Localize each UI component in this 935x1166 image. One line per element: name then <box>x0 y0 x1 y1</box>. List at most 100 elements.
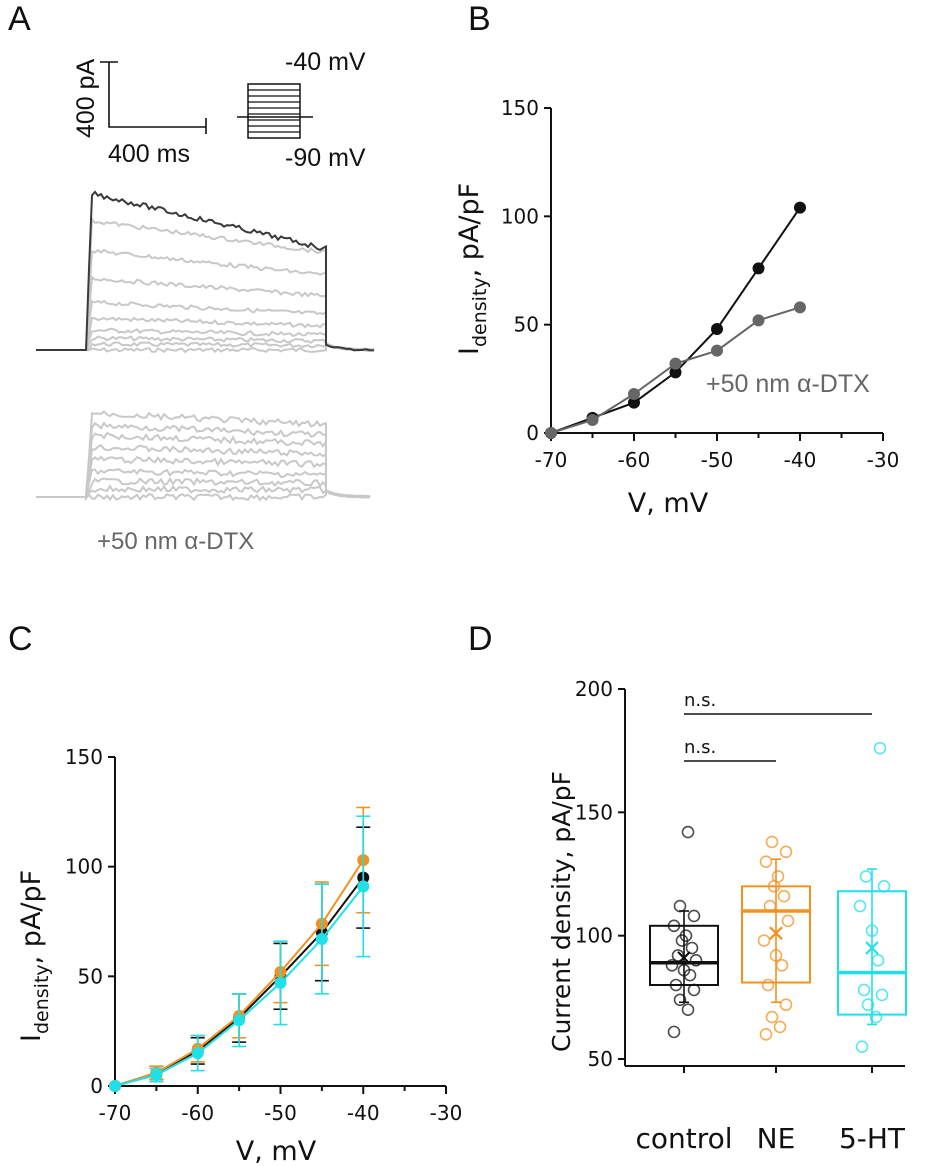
panel-b-ylabel-main: I <box>454 347 485 355</box>
control-current-traces <box>36 190 375 354</box>
data-point <box>689 954 703 967</box>
data-point <box>773 1020 787 1034</box>
panel-c-x-tick-label: -70 <box>99 1101 132 1125</box>
panel-c-x-tick-label: -40 <box>347 1101 380 1125</box>
panel-b-data-point <box>711 344 723 357</box>
panel-c-y-tick-label: 50 <box>78 964 103 988</box>
panel-b-x-tick-label: -40 <box>784 448 817 472</box>
data-point <box>861 998 875 1012</box>
control-trace <box>36 341 375 354</box>
panel-b-y-tick-label: 50 <box>514 313 539 337</box>
data-point <box>665 958 679 972</box>
panel-b-iv-curve: 0 50 100 150 -70 -60 -50 -40 -30 +50 nm α-DTX V,… <box>454 96 899 519</box>
panel-b-data-point <box>586 414 599 426</box>
panel-d-y-tick-label: 50 <box>588 1047 613 1071</box>
panel-b-data-point <box>628 388 640 400</box>
step-bottom-label: -90 mV <box>285 144 366 172</box>
control-trace <box>36 299 375 352</box>
data-point <box>781 914 795 928</box>
significance-label: n.s. <box>684 690 716 711</box>
data-point <box>687 909 701 923</box>
panel-c-x-tick-label: -50 <box>264 1101 297 1125</box>
panel-b-data-point <box>628 396 640 409</box>
panel-b-x-tick-label: -50 <box>701 448 734 472</box>
panel-b-data-point <box>794 301 806 314</box>
panel-c-y-tick-label: 150 <box>65 745 103 769</box>
control-trace <box>36 335 374 352</box>
dtx-trace <box>36 431 371 499</box>
panel-b-data-point <box>669 357 682 370</box>
control-trace <box>36 327 375 351</box>
dtx-trace <box>36 488 371 502</box>
panel-b-annotation: +50 nm α-DTX <box>706 370 870 398</box>
panel-c-series-line <box>114 859 365 1087</box>
dtx-trace <box>36 410 371 499</box>
panel-c-data-point <box>233 1014 246 1027</box>
significance-label: n.s. <box>684 737 716 758</box>
data-point <box>759 855 773 868</box>
panel-d-box-plot: 50 100 150 200 control NE 5-HT n.s. n.s. Current… <box>547 677 907 1155</box>
data-point <box>877 880 891 893</box>
panel-b-y-tick-label: 100 <box>501 204 539 228</box>
control-trace <box>36 341 375 352</box>
panel-b-y-tick-label: 150 <box>501 96 539 120</box>
panel-c-y-tick-label: 100 <box>65 855 103 879</box>
control-trace-largest <box>36 190 375 352</box>
control-trace <box>36 275 375 352</box>
data-point <box>875 988 889 1002</box>
data-point <box>853 899 867 913</box>
data-point <box>765 1010 779 1024</box>
panel-b-x-tick-label: -70 <box>535 448 568 472</box>
data-point <box>855 1040 869 1053</box>
dtx-label: +50 nm α-DTX <box>97 528 254 555</box>
panel-b-ylabel-sub: density <box>469 277 491 347</box>
scale-current-label: 400 pA <box>72 58 100 138</box>
panel-d-y-tick-label: 150 <box>575 800 613 824</box>
panel-b-data-point <box>794 201 806 214</box>
data-point <box>779 845 793 859</box>
panel-c-data-point <box>191 1047 204 1060</box>
panel-c-data-point <box>150 1069 163 1082</box>
protocol-box <box>247 83 301 139</box>
panel-b-axes: 0 50 100 150 -70 -60 -50 -40 -30 <box>501 96 900 472</box>
dtx-trace <box>36 443 371 499</box>
panel-c-data-point <box>315 933 328 946</box>
panel-label-b: B <box>468 0 491 38</box>
panel-d-category-label: 5-HT <box>839 1122 906 1155</box>
panel-c-y-tick-label: 0 <box>90 1074 103 1098</box>
scale-bar <box>100 61 207 134</box>
data-point <box>765 835 779 849</box>
panel-b-data-point <box>669 366 682 379</box>
panel-a-traces: 400 pA 400 ms -40 mV -90 mV +50 nm α-DTX <box>36 48 375 555</box>
panel-b-ylabel-unit: , pA/pF <box>454 183 485 278</box>
data-point <box>687 983 701 997</box>
panel-c-data-point <box>109 1080 121 1092</box>
panel-b-data-point <box>752 262 765 275</box>
panel-d-groups <box>649 741 907 1053</box>
control-trace <box>36 216 375 352</box>
panel-c-ylabel-main: I <box>16 1034 47 1042</box>
data-point <box>673 899 687 913</box>
dtx-current-traces <box>36 410 371 502</box>
panel-c-x-tick-label: -30 <box>430 1101 463 1125</box>
panel-label-a: A <box>8 0 31 38</box>
data-point <box>779 998 793 1012</box>
data-point <box>681 1003 695 1016</box>
panel-b-x-tick-label: -30 <box>867 448 900 472</box>
panel-d-axes: 50 100 150 200 control NE 5-HT n.s. n.s. <box>575 677 906 1155</box>
panel-d-ylabel: Current density, pA/pF <box>547 771 576 1052</box>
data-point <box>759 1028 773 1041</box>
panel-b-series <box>545 201 806 439</box>
panel-b-xlabel: V, mV <box>628 488 709 519</box>
panel-label-d: D <box>468 620 493 658</box>
panel-c-xlabel: V, mV <box>236 1136 317 1166</box>
panel-b-x-tick-label: -60 <box>618 448 651 472</box>
panel-c-iv-curve: 0 50 100 150 -70 -60 -50 -40 -30 V, mV Idensity,… <box>16 745 462 1166</box>
panel-b-data-point <box>711 323 723 335</box>
panel-c-ylabel-sub: density <box>31 964 53 1034</box>
control-trace <box>36 316 375 352</box>
panel-c-axes: 0 50 100 150 -70 -60 -50 -40 -30 <box>65 745 463 1125</box>
dtx-trace <box>36 421 371 499</box>
data-point <box>757 934 771 947</box>
dtx-trace <box>36 476 371 499</box>
